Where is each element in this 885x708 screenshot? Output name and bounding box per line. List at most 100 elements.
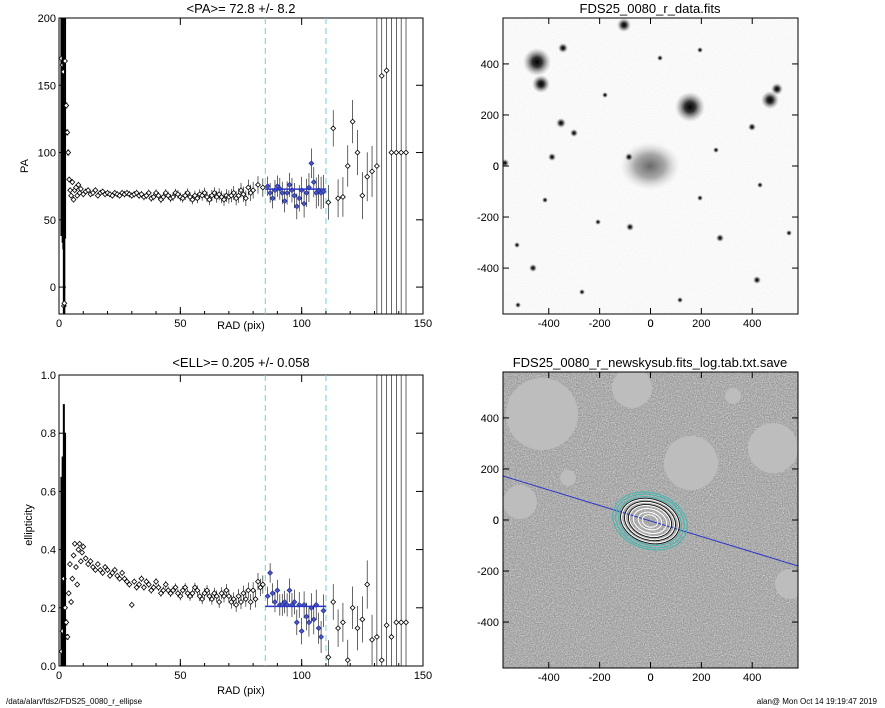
x-tick-label: 0: [647, 318, 653, 330]
data-point: [111, 567, 118, 573]
data-point: [330, 599, 337, 605]
data-point: [274, 587, 281, 594]
data-image-panel: FDS25_0080_r_data.fits: [477, 1, 799, 330]
y-tick-label: -400: [477, 263, 499, 275]
data-point: [242, 195, 249, 202]
y-tick-label-zero: 0: [493, 515, 499, 527]
data-point: [310, 616, 317, 623]
y-tick-label: 400: [481, 59, 499, 71]
data-point: [69, 179, 76, 186]
data-image: [503, 18, 798, 314]
y-tick-label: 0.6: [41, 486, 56, 498]
data-point: [138, 575, 145, 582]
y-tick-label: 0.2: [41, 603, 56, 615]
y-tick-label-zero: 0: [493, 161, 499, 173]
data-point: [223, 587, 230, 594]
y-tick-label: 100: [38, 148, 56, 160]
x-tick-label: -200: [589, 318, 611, 330]
data-point: [354, 625, 361, 632]
data-point: [238, 599, 244, 605]
y-tick-label: 0.0: [41, 661, 56, 673]
y-tick-label: 0.4: [41, 545, 56, 557]
x-tick-label: 50: [174, 318, 186, 330]
data-point: [344, 163, 351, 169]
data-point: [403, 149, 409, 156]
data-point: [63, 102, 70, 109]
data-point: [70, 196, 77, 203]
isophote-ellipses: [612, 491, 688, 551]
data-point: [272, 599, 278, 605]
data-point: [393, 149, 400, 156]
y-tick-label: 0.8: [41, 428, 56, 440]
x-tick-label: 100: [292, 670, 310, 682]
data-point: [398, 619, 405, 626]
data-point: [71, 540, 78, 547]
data-point: [383, 622, 390, 629]
data-point: [94, 561, 101, 568]
ell-axes-ticks: 0 50 100 150 0.0 0.2 0.4 0.6 0.8 1.0: [41, 370, 432, 682]
data-point: [153, 578, 160, 585]
data-point: [65, 149, 72, 156]
data-point: [160, 193, 167, 200]
pa-x-axis-label: RAD (pix): [217, 320, 265, 332]
data-point: [320, 607, 327, 614]
data-point: [247, 599, 254, 605]
data-point: [128, 601, 135, 608]
pa-profile-plot: <PA>= 72.8 +/- 8.2 0 50 100 150 0 50 100 150 200…: [19, 1, 432, 332]
data-point: [73, 564, 79, 571]
data-point: [373, 163, 380, 169]
y-tick-label: 200: [481, 464, 499, 476]
data-point: [61, 300, 68, 307]
data-point: [62, 604, 69, 611]
data-point: [369, 636, 376, 643]
data-point: [279, 189, 286, 196]
y-tick-label: -200: [477, 212, 499, 224]
y-tick-label: 150: [38, 80, 56, 92]
data-point: [284, 189, 291, 196]
data-point: [104, 567, 111, 573]
data-point: [245, 184, 252, 191]
data-point: [233, 601, 240, 608]
y-tick-label: 200: [38, 13, 56, 25]
data-point: [315, 625, 322, 632]
data-point: [354, 149, 361, 156]
data-point: [398, 149, 405, 156]
data-point: [82, 555, 89, 562]
data-point: [383, 67, 390, 74]
data-point: [145, 581, 152, 588]
data-point: [99, 569, 106, 576]
x-tick-label: -400: [538, 318, 560, 330]
data-point: [80, 543, 87, 550]
pa-plot-frame: [58, 17, 424, 315]
ellipticity-profile-plot: <ELL>= 0.205 +/- 0.058 0 50 100 150 0.0 0.2 0.…: [23, 355, 432, 697]
y-tick-label: 0: [493, 515, 499, 527]
x-tick-label: 150: [414, 670, 432, 682]
data-point: [150, 193, 157, 200]
ell-data-points: [58, 375, 409, 666]
data-point: [298, 628, 305, 635]
target-galaxy: [620, 142, 680, 190]
data-point: [378, 72, 385, 79]
data-point: [199, 596, 206, 603]
data-point: [119, 569, 126, 576]
data-point: [245, 587, 252, 594]
data-point: [250, 587, 257, 594]
data-point: [364, 581, 371, 588]
ell-plot-title: <ELL>= 0.205 +/- 0.058: [172, 355, 309, 370]
data-point: [318, 633, 325, 640]
data-point: [76, 540, 83, 547]
data-point: [77, 558, 84, 565]
data-point: [255, 181, 261, 188]
pa-data-points: [58, 18, 409, 314]
field-objects: [503, 18, 792, 308]
data-point: [65, 590, 72, 597]
data-point: [235, 593, 242, 600]
x-tick-label: 200: [692, 318, 710, 330]
pa-y-axis-label: PA: [19, 158, 31, 173]
data-point: [79, 549, 86, 556]
data-point: [136, 581, 143, 588]
y-tick-label: -200: [477, 566, 499, 578]
data-point: [68, 599, 75, 605]
